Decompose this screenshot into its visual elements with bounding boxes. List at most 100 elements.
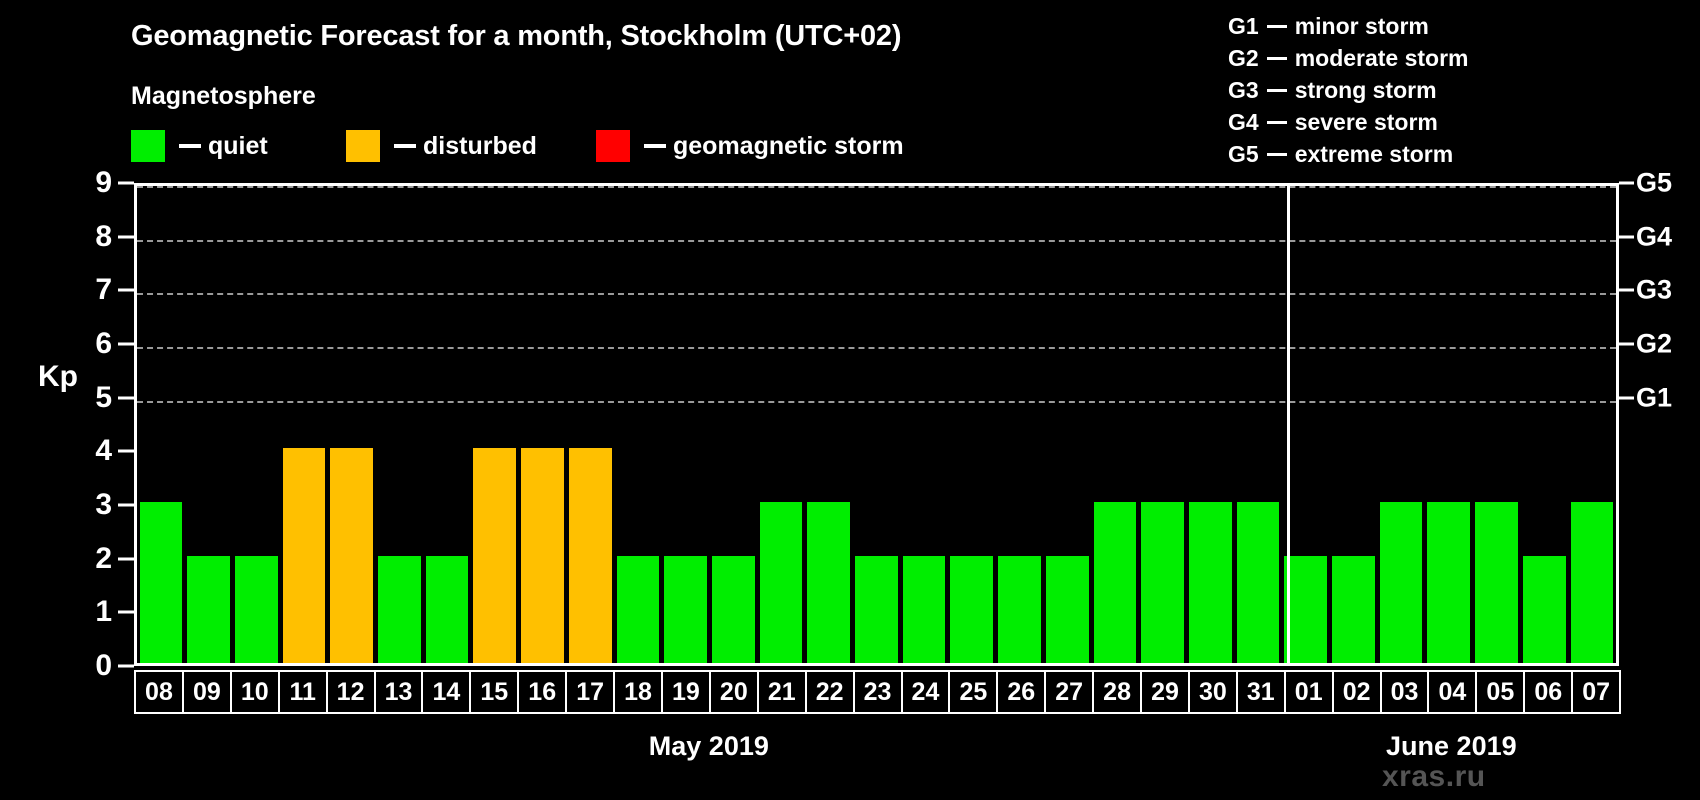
y-tick-label-6: 6 xyxy=(95,327,112,360)
bar-day-13 xyxy=(378,555,421,663)
day-label-22: 22 xyxy=(804,670,855,714)
bar-cell xyxy=(709,186,757,663)
bar-series xyxy=(137,186,1616,663)
y-tick-label-5: 5 xyxy=(95,380,112,414)
bar-cell xyxy=(1186,186,1234,663)
bar-cell xyxy=(900,186,948,663)
bar-day-17 xyxy=(568,448,612,663)
bar-day-23 xyxy=(855,555,898,663)
bar-cell xyxy=(471,186,519,663)
day-label-15: 15 xyxy=(469,670,520,714)
y-tick-mark-5 xyxy=(118,396,134,400)
bar-day-15 xyxy=(473,448,517,663)
g-tick-mark-g2 xyxy=(1619,342,1634,346)
day-label-09: 09 xyxy=(181,670,232,714)
bar-day-18 xyxy=(616,555,660,663)
day-label-20: 20 xyxy=(708,670,759,714)
y-tick-mark-0 xyxy=(118,664,134,668)
bar-day-11 xyxy=(282,448,326,663)
day-label-26: 26 xyxy=(996,670,1047,714)
y-tick-mark-2 xyxy=(118,557,134,561)
g-tick-label-g3: G3 xyxy=(1636,274,1673,305)
bar-cell xyxy=(185,186,233,663)
legend-swatch-quiet xyxy=(131,130,165,162)
bar-cell xyxy=(232,186,280,663)
day-label-12: 12 xyxy=(325,670,376,714)
bar-day-03 xyxy=(1379,502,1423,663)
y-tick-label-2: 2 xyxy=(95,541,112,575)
day-label-25: 25 xyxy=(948,670,999,714)
bar-cell xyxy=(948,186,996,663)
legend-swatch-geomagnetic-storm xyxy=(596,130,630,162)
g-scale-dash-icon xyxy=(1266,152,1287,156)
y-tick-label-9: 9 xyxy=(95,166,112,199)
y-tick-mark-4 xyxy=(118,449,134,453)
g-tick-label-g2: G2 xyxy=(1636,328,1673,359)
g-scale-row-g2: G2 moderate storm xyxy=(1228,42,1469,74)
g-scale-code: G1 xyxy=(1228,12,1259,39)
bar-day-04 xyxy=(1427,502,1471,663)
day-label-21: 21 xyxy=(756,670,807,714)
month-divider xyxy=(1286,186,1290,663)
bar-day-16 xyxy=(521,448,564,663)
page-title: Geomagnetic Forecast for a month, Stockh… xyxy=(131,20,902,52)
day-label-05: 05 xyxy=(1475,670,1526,714)
legend-entry-geomagnetic-storm: geomagnetic storm xyxy=(596,130,904,162)
bar-cell xyxy=(423,186,471,663)
bar-cell xyxy=(137,186,185,663)
g-scale-code: G3 xyxy=(1228,76,1259,103)
day-label-30: 30 xyxy=(1187,670,1238,714)
g-tick-mark-g1 xyxy=(1619,396,1634,400)
bar-day-26 xyxy=(998,555,1041,663)
y-tick-mark-6 xyxy=(118,342,134,346)
day-label-03: 03 xyxy=(1379,670,1430,714)
bar-cell xyxy=(1568,186,1616,663)
legend-dash-icon xyxy=(644,144,666,148)
y-tick-mark-8 xyxy=(118,235,134,239)
bar-cell xyxy=(996,186,1044,663)
g-scale-description: severe storm xyxy=(1294,108,1438,135)
y-tick-label-3: 3 xyxy=(95,488,112,521)
bar-day-20 xyxy=(711,555,755,663)
legend-entry-quiet: quiet xyxy=(131,130,268,162)
g-scale-dash-icon xyxy=(1266,56,1287,60)
day-label-27: 27 xyxy=(1044,670,1095,714)
g-scale-description: minor storm xyxy=(1294,12,1429,39)
y-tick-label-1: 1 xyxy=(95,595,112,629)
bar-cell xyxy=(1091,186,1139,663)
bar-cell xyxy=(805,186,853,663)
g-scale-dash-icon xyxy=(1266,120,1287,124)
day-label-13: 13 xyxy=(373,670,424,714)
day-label-08: 08 xyxy=(134,670,184,714)
g-tick-label-g4: G4 xyxy=(1636,221,1673,252)
y-tick-label-0: 0 xyxy=(95,649,112,682)
g-tick-mark-g5 xyxy=(1619,181,1634,185)
bar-cell xyxy=(566,186,614,663)
y-tick-label-7: 7 xyxy=(95,273,112,307)
g-scale-row-g4: G4 severe storm xyxy=(1228,106,1469,138)
month-caption: June 2019 xyxy=(1386,731,1517,761)
g-scale-code: G4 xyxy=(1228,108,1259,135)
day-label-23: 23 xyxy=(852,670,903,714)
bar-cell xyxy=(328,186,376,663)
legend-dash-icon xyxy=(394,144,416,148)
g-tick-label-g5: G5 xyxy=(1636,167,1673,198)
bar-day-30 xyxy=(1188,502,1232,663)
bar-day-12 xyxy=(330,448,374,663)
bar-day-27 xyxy=(1045,555,1089,663)
bar-cell xyxy=(376,186,424,663)
g-scale-dash-icon xyxy=(1266,24,1287,28)
bar-day-22 xyxy=(807,502,851,663)
month-caption: May 2019 xyxy=(648,731,769,761)
day-label-07: 07 xyxy=(1571,670,1622,714)
day-label-06: 06 xyxy=(1523,670,1574,714)
bar-day-06 xyxy=(1522,555,1566,663)
day-label-16: 16 xyxy=(517,670,568,714)
day-label-14: 14 xyxy=(421,670,472,714)
y-axis-title: Kp xyxy=(38,360,78,393)
bar-cell xyxy=(1425,186,1473,663)
bar-cell xyxy=(1520,186,1568,663)
bar-cell xyxy=(519,186,567,663)
bar-cell xyxy=(1330,186,1378,663)
day-label-17: 17 xyxy=(565,670,616,714)
